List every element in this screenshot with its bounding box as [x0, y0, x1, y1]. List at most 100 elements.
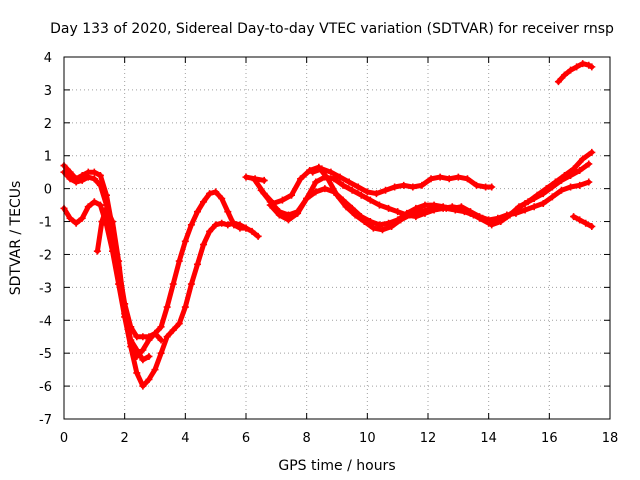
x-tick-label: 2: [121, 431, 129, 446]
y-tick-label: -6: [39, 380, 52, 395]
data-point-pass-f: [539, 190, 547, 198]
data-point-pass-c: [78, 176, 86, 184]
data-point-pass-g: [512, 209, 520, 217]
data-point-pass-d: [109, 218, 117, 226]
data-point-pass-c: [96, 181, 104, 189]
data-point-pass-c: [151, 329, 159, 337]
data-point-pass-a: [175, 257, 183, 265]
data-point-pass-g: [321, 185, 329, 193]
data-point-pass-g: [439, 203, 447, 211]
data-point-pass-g: [357, 213, 365, 221]
data-point-pass-h: [318, 165, 326, 173]
series-band-pass-k: [571, 214, 595, 229]
data-point-pass-e: [379, 226, 386, 234]
data-point-pass-j: [567, 66, 575, 74]
y-tick-label: -3: [39, 281, 52, 296]
data-point-pass-b: [212, 221, 220, 229]
x-tick-label: 8: [303, 431, 311, 446]
y-tick-label: 2: [44, 117, 52, 132]
data-point-pass-g: [557, 186, 565, 194]
data-point-pass-g: [403, 209, 411, 217]
y-tick-label: -5: [39, 347, 52, 362]
y-tick-label: -4: [39, 314, 52, 329]
data-point-pass-b: [96, 201, 104, 209]
data-point-pass-a: [157, 323, 165, 331]
data-point-pass-d: [115, 257, 123, 265]
data-point-pass-a: [90, 168, 98, 176]
data-point-pass-b: [187, 280, 195, 288]
data-point-pass-d: [139, 356, 147, 364]
data-point-pass-g: [548, 193, 556, 201]
data-point-pass-a: [181, 237, 189, 245]
data-point-pass-e: [369, 224, 377, 232]
y-tick-label: 3: [44, 84, 52, 99]
data-point-pass-h: [482, 183, 490, 191]
data-point-pass-b: [224, 221, 232, 229]
data-point-pass-b: [84, 203, 92, 211]
data-point-pass-c: [66, 175, 74, 183]
data-point-pass-h: [309, 168, 317, 176]
data-point-pass-f: [375, 201, 383, 209]
data-point-pass-f: [412, 213, 420, 221]
data-point-pass-b: [145, 376, 153, 384]
data-point-pass-b: [181, 303, 189, 311]
data-point-pass-f: [257, 186, 265, 194]
x-tick-label: 18: [602, 431, 619, 446]
data-point-pass-e: [588, 148, 596, 156]
data-point-pass-g: [530, 203, 538, 211]
data-point-pass-g: [521, 206, 529, 214]
data-point-pass-h: [363, 188, 371, 196]
data-point-pass-g: [294, 209, 302, 217]
data-point-pass-i: [242, 173, 250, 181]
data-point-pass-d: [133, 346, 141, 354]
data-point-pass-a: [187, 221, 195, 229]
data-point-pass-h: [488, 183, 496, 191]
data-point-pass-h: [327, 168, 335, 176]
data-point-pass-g: [485, 216, 493, 224]
data-point-pass-g: [275, 211, 283, 219]
data-point-pass-a: [224, 208, 232, 216]
data-point-pass-g: [412, 204, 420, 212]
data-point-pass-g: [585, 178, 593, 186]
plot-frame: [63, 56, 611, 420]
y-tick-label: 1: [44, 150, 52, 165]
data-point-pass-i: [251, 175, 259, 183]
data-point-pass-f: [567, 171, 575, 179]
data-point-pass-h: [391, 183, 399, 191]
data-point-pass-j: [579, 60, 587, 68]
y-axis-label: SDTVAR / TECUs: [8, 181, 24, 296]
data-point-pass-f: [421, 209, 429, 217]
data-point-pass-a: [193, 208, 201, 216]
data-point-pass-a: [248, 227, 256, 235]
data-point-pass-f: [385, 204, 393, 212]
data-point-pass-b: [218, 219, 226, 227]
data-point-pass-b: [200, 241, 208, 249]
data-point-pass-h: [473, 181, 481, 189]
data-point-pass-f: [312, 178, 320, 186]
x-axis-label: GPS time / hours: [278, 458, 395, 474]
data-point-pass-h: [354, 183, 362, 191]
y-tick-label: -1: [39, 216, 52, 231]
data-point-pass-d: [98, 218, 106, 226]
x-tick-label: 14: [480, 431, 497, 446]
data-point-pass-a: [133, 333, 141, 341]
data-point-pass-h: [372, 190, 380, 198]
data-point-pass-k: [582, 219, 590, 227]
data-point-pass-g: [466, 208, 474, 216]
data-point-pass-c: [139, 346, 147, 354]
data-point-pass-g: [448, 204, 456, 212]
data-point-pass-f: [394, 208, 402, 216]
data-point-pass-b: [193, 260, 201, 268]
data-point-pass-c: [157, 336, 165, 344]
data-point-pass-e: [579, 155, 587, 163]
data-point-pass-b: [72, 219, 80, 227]
data-point-pass-f: [548, 183, 556, 191]
x-tick-label: 6: [242, 431, 250, 446]
data-point-pass-g: [567, 183, 575, 191]
data-point-pass-a: [254, 232, 262, 240]
x-tick-label: 12: [420, 431, 437, 446]
data-point-pass-a: [206, 190, 214, 198]
data-point-pass-a: [212, 188, 220, 196]
data-point-pass-g: [284, 216, 292, 224]
